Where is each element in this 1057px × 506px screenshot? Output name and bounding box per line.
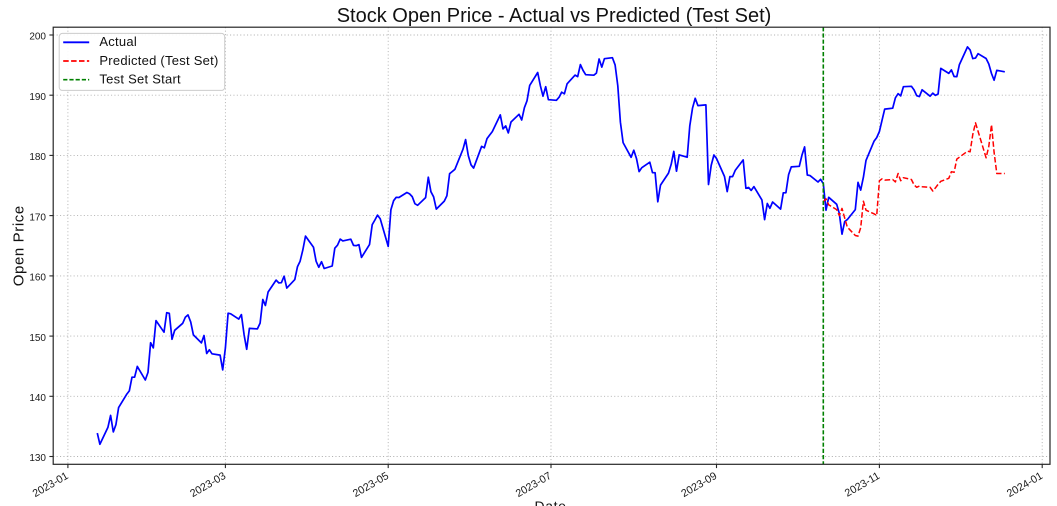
- svg-text:Stock Open Price - Actual vs P: Stock Open Price - Actual vs Predicted (…: [337, 5, 772, 27]
- svg-text:Actual: Actual: [99, 34, 137, 49]
- svg-text:Open Price: Open Price: [11, 205, 28, 286]
- svg-text:Predicted (Test Set): Predicted (Test Set): [99, 53, 218, 68]
- svg-text:160: 160: [29, 273, 46, 284]
- svg-text:130: 130: [29, 453, 46, 464]
- svg-text:150: 150: [29, 333, 46, 344]
- svg-text:200: 200: [29, 32, 46, 43]
- svg-text:170: 170: [29, 212, 46, 223]
- svg-text:Test Set Start: Test Set Start: [99, 72, 181, 87]
- svg-text:Date: Date: [535, 498, 567, 506]
- svg-text:180: 180: [29, 152, 46, 163]
- svg-text:190: 190: [29, 92, 46, 103]
- svg-text:140: 140: [29, 393, 46, 404]
